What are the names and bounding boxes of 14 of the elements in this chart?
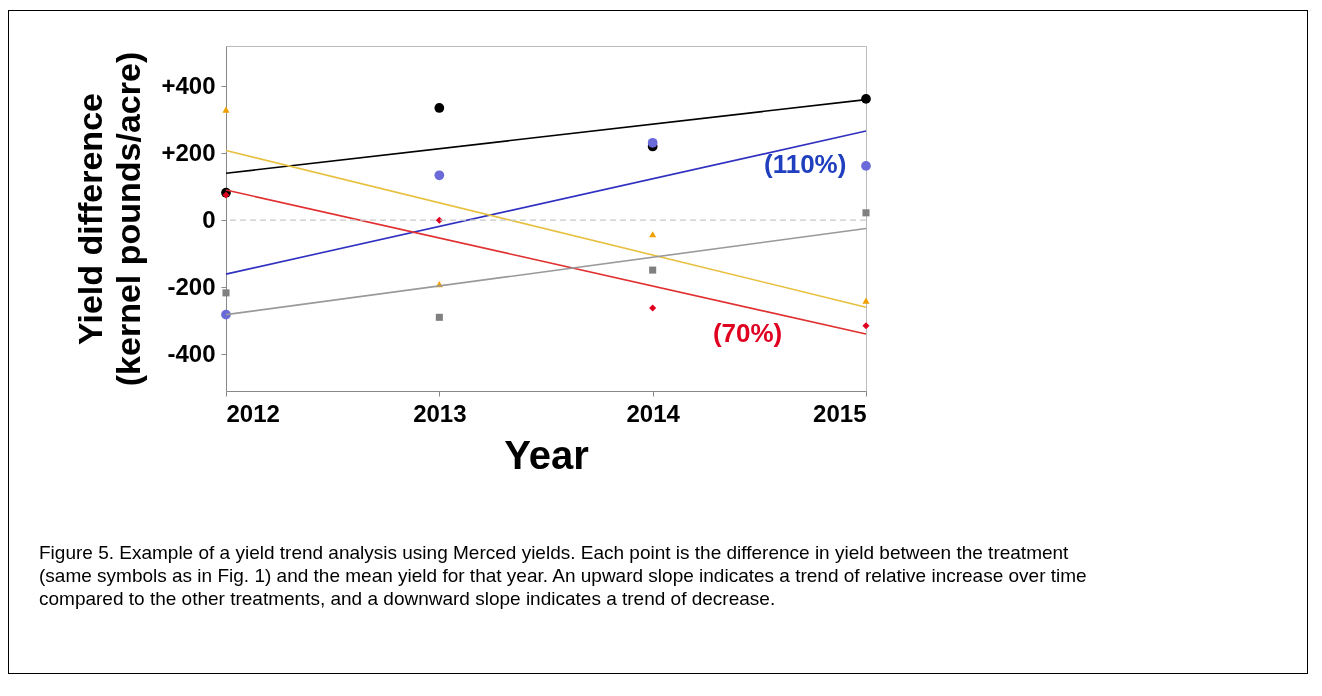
y-axis-title: Yield difference (kernel pounds/acre) bbox=[71, 51, 148, 387]
x-tick-label: 2013 bbox=[413, 399, 467, 427]
x-tick-label: 2012 bbox=[226, 399, 280, 427]
annotation: (110%) bbox=[764, 149, 847, 180]
x-axis-title: Year bbox=[504, 432, 589, 477]
x-tick-label: 2015 bbox=[813, 399, 867, 427]
x-tick-label: 2014 bbox=[626, 399, 681, 427]
y-tick-label: +400 bbox=[161, 71, 216, 99]
y-tick-label: -200 bbox=[167, 272, 216, 300]
y-tick-label: +200 bbox=[161, 138, 216, 166]
y-tick-label: -400 bbox=[167, 339, 216, 367]
annotation: (70%) bbox=[712, 318, 783, 349]
caption: Figure 5. Example of a yield trend analysis using Merced yields. Each point is the difference in yield between the treatment (same symbols as in Fig. 1) and the mean yield for that year. An upward slope indicates a trend of relative increase over time compared to the other treatments, and a downward slope indicates a trend of decrease. bbox=[39, 541, 1088, 610]
y-tick-label: 0 bbox=[202, 205, 216, 233]
